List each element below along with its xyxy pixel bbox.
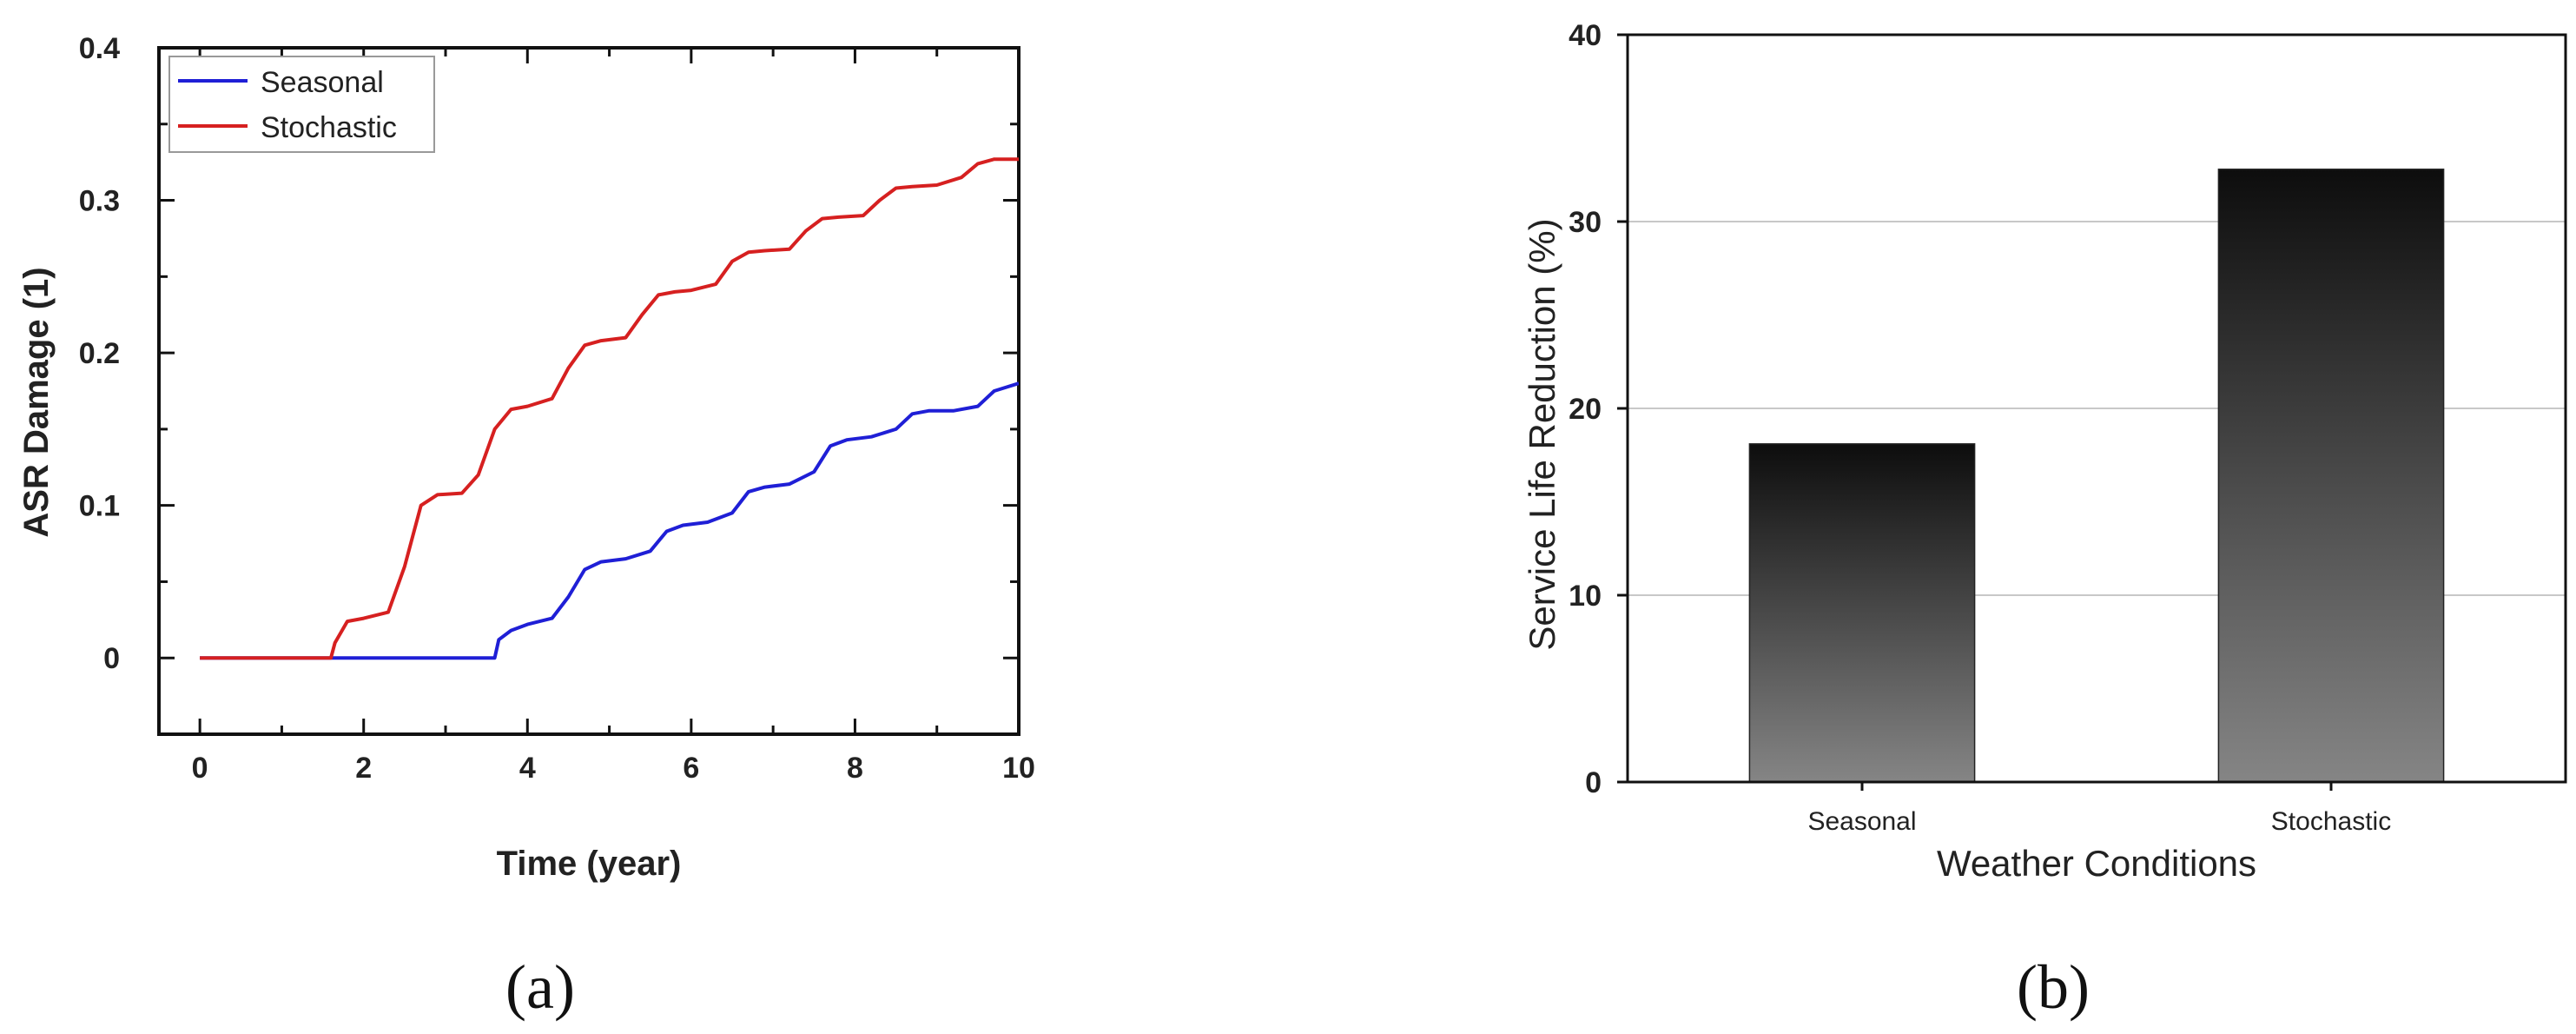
x-tick-label-stochastic: Stochastic — [2271, 807, 2391, 836]
chart-a-x-tick-labels: 0 2 4 6 8 10 — [192, 752, 1035, 785]
chart-a-series — [200, 157, 1019, 660]
chart-a-legend-box — [168, 56, 435, 153]
chart-a-tick-marks — [159, 46, 1020, 736]
series-line-seasonal — [200, 381, 1019, 660]
chart-a: 0 2 4 6 8 10 0 0.1 0.2 0.3 0.4 Seasonal Stochasti… — [17, 32, 1035, 1022]
chart-b-x-tick-labels: Seasonal Stochastic — [1807, 807, 2391, 836]
bar-stochastic — [2217, 169, 2445, 783]
y-tick-label: 0 — [1585, 766, 1602, 799]
chart-a-panel-label: (a) — [505, 952, 575, 1022]
x-tick-label: 6 — [683, 752, 699, 785]
x-tick-label: 2 — [355, 752, 372, 785]
x-tick-label: 0 — [192, 752, 208, 785]
chart-a-plot-area — [157, 46, 1020, 736]
series-line-stochastic — [200, 157, 1019, 660]
y-tick-label: 0.1 — [79, 490, 120, 523]
chart-b-bars — [1748, 169, 2445, 783]
chart-a-y-tick-labels: 0 0.1 0.2 0.3 0.4 — [79, 32, 120, 675]
bar-seasonal — [1748, 443, 1976, 783]
y-tick-label: 0.3 — [79, 185, 120, 218]
y-tick-label: 20 — [1569, 393, 1602, 426]
chart-b-y-tick-labels: 0 10 20 30 40 — [1569, 19, 1602, 799]
y-tick-label: 30 — [1569, 206, 1602, 239]
legend-label-seasonal: Seasonal — [261, 66, 384, 99]
chart-b: 0 10 20 30 40 Seasonal Stochastic Weather Con… — [1522, 19, 2567, 1022]
x-tick-label: 8 — [847, 752, 863, 785]
y-tick-label: 10 — [1569, 580, 1602, 613]
chart-a-x-axis-label: Time (year) — [497, 845, 682, 883]
y-tick-label: 0 — [103, 642, 120, 675]
chart-a-legend: Seasonal Stochastic — [168, 56, 435, 153]
y-tick-label: 40 — [1569, 19, 1602, 52]
y-tick-label: 0.2 — [79, 337, 120, 370]
y-tick-label: 0.4 — [79, 32, 120, 65]
chart-b-x-axis-label: Weather Conditions — [1937, 843, 2256, 884]
chart-a-y-axis-label: ASR Damage (1) — [17, 267, 56, 537]
chart-b-tick-marks — [1617, 33, 2333, 791]
x-tick-label-seasonal: Seasonal — [1807, 807, 1916, 836]
chart-b-panel-label: (b) — [2017, 952, 2090, 1022]
x-tick-label: 4 — [519, 752, 536, 785]
x-tick-label: 10 — [1002, 752, 1035, 785]
legend-label-stochastic: Stochastic — [261, 111, 397, 144]
chart-b-y-axis-label: Service Life Reduction (%) — [1522, 218, 1562, 650]
